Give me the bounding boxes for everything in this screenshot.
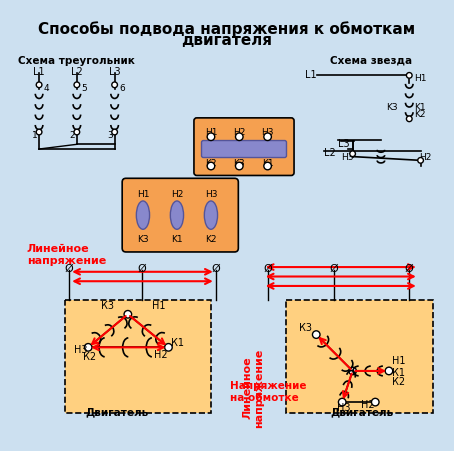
Text: К1: К1	[392, 367, 405, 377]
Circle shape	[124, 311, 132, 318]
Text: К1: К1	[171, 338, 184, 348]
Text: L2: L2	[71, 67, 83, 77]
Text: K1: K1	[414, 102, 425, 111]
Circle shape	[371, 398, 379, 406]
Text: К3: К3	[299, 322, 312, 332]
Text: K2: K2	[205, 235, 217, 244]
Text: 2: 2	[69, 131, 75, 140]
Text: Н3: Н3	[337, 402, 351, 412]
FancyBboxPatch shape	[202, 141, 286, 158]
Text: Линейное: Линейное	[27, 244, 89, 254]
Text: Ø: Ø	[329, 263, 338, 273]
Circle shape	[264, 163, 271, 170]
Text: 3: 3	[107, 131, 113, 140]
Text: К3: К3	[101, 300, 114, 310]
Text: K3: K3	[233, 158, 245, 167]
Text: напряжение: напряжение	[27, 255, 106, 265]
Circle shape	[207, 133, 215, 141]
Circle shape	[236, 133, 243, 141]
Text: L1: L1	[306, 69, 317, 79]
Text: 4: 4	[44, 84, 49, 93]
Circle shape	[165, 344, 172, 351]
Text: H3: H3	[341, 152, 354, 161]
Circle shape	[36, 130, 42, 136]
Text: H1: H1	[137, 189, 149, 198]
Text: двигателя: двигателя	[182, 33, 272, 48]
Text: 5: 5	[82, 84, 87, 93]
Text: H2: H2	[171, 189, 183, 198]
Text: L2: L2	[324, 148, 336, 158]
Ellipse shape	[170, 202, 183, 230]
Text: 6: 6	[119, 84, 125, 93]
Text: Н2: Н2	[361, 399, 375, 409]
Circle shape	[112, 130, 118, 136]
FancyBboxPatch shape	[194, 119, 294, 176]
FancyBboxPatch shape	[122, 179, 238, 253]
Circle shape	[406, 74, 412, 79]
Text: на обмотке: на обмотке	[230, 392, 299, 402]
Text: H1: H1	[205, 128, 217, 137]
Text: Ø: Ø	[138, 263, 146, 273]
Circle shape	[84, 344, 92, 351]
Circle shape	[74, 130, 80, 136]
Text: Двигатель: Двигатель	[85, 406, 148, 416]
Text: Н3: Н3	[74, 344, 88, 354]
Circle shape	[385, 368, 393, 375]
Text: Н2: Н2	[154, 349, 168, 359]
Circle shape	[112, 83, 118, 88]
Circle shape	[74, 83, 80, 88]
Text: Способы подвода напряжения к обмоткам: Способы подвода напряжения к обмоткам	[39, 22, 415, 37]
Text: Схема треугольник: Схема треугольник	[19, 55, 135, 65]
Text: L3: L3	[109, 67, 120, 77]
Text: K2: K2	[414, 110, 425, 119]
Circle shape	[312, 331, 320, 339]
Ellipse shape	[136, 202, 149, 230]
Text: Напряжение: Напряжение	[230, 381, 306, 391]
Text: К2: К2	[392, 376, 405, 387]
Circle shape	[350, 152, 355, 157]
Text: H1: H1	[414, 74, 426, 83]
Text: L3: L3	[338, 138, 350, 148]
Text: 1: 1	[31, 131, 37, 140]
Text: Н1: Н1	[152, 300, 166, 310]
Text: L1: L1	[33, 67, 45, 77]
Circle shape	[264, 133, 271, 141]
Text: K1: K1	[171, 235, 183, 244]
Circle shape	[406, 117, 412, 122]
Circle shape	[207, 163, 215, 170]
Text: Схема звезда: Схема звезда	[331, 55, 413, 65]
Text: K2: K2	[205, 158, 217, 167]
Text: H2: H2	[419, 152, 431, 161]
Text: K1: K1	[262, 158, 273, 167]
Circle shape	[418, 158, 424, 164]
Text: H3: H3	[205, 189, 217, 198]
Text: K3: K3	[387, 102, 398, 111]
FancyBboxPatch shape	[64, 300, 211, 414]
Text: Ø: Ø	[263, 263, 272, 273]
Text: H3: H3	[262, 128, 274, 137]
Text: Двигатель: Двигатель	[331, 406, 394, 416]
FancyBboxPatch shape	[286, 300, 433, 414]
Text: Линейное
напряжение: Линейное напряжение	[242, 348, 264, 427]
Text: Н1: Н1	[392, 355, 405, 366]
Ellipse shape	[204, 202, 217, 230]
Text: H2: H2	[233, 128, 246, 137]
Circle shape	[36, 83, 42, 88]
Circle shape	[236, 163, 243, 170]
Text: Ø: Ø	[211, 263, 220, 273]
Text: Ø: Ø	[405, 263, 414, 273]
Text: K3: K3	[137, 235, 149, 244]
Circle shape	[338, 398, 346, 406]
Text: К2: К2	[84, 351, 97, 361]
Text: Ø: Ø	[65, 263, 74, 273]
Circle shape	[349, 368, 356, 375]
